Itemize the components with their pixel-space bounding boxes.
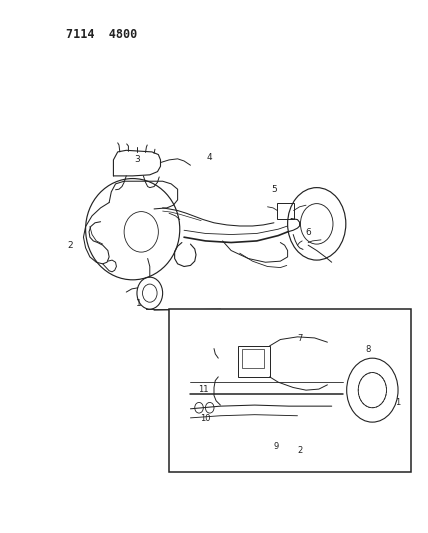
Text: 7114  4800: 7114 4800 (66, 28, 137, 41)
Text: 6: 6 (305, 229, 311, 237)
Text: 1: 1 (136, 300, 142, 308)
Text: 4: 4 (207, 153, 213, 161)
Bar (277, 203, 294, 219)
Bar (238, 346, 270, 377)
Text: 3: 3 (134, 156, 140, 164)
Bar (169, 309, 411, 472)
Text: 2: 2 (297, 446, 302, 455)
Text: 2: 2 (68, 241, 74, 249)
Text: 1: 1 (395, 398, 401, 407)
Text: 10: 10 (200, 414, 211, 423)
Text: 5: 5 (271, 185, 277, 193)
Text: 11: 11 (198, 385, 208, 393)
Bar (242, 349, 264, 368)
Text: 7: 7 (297, 334, 302, 343)
Text: 8: 8 (366, 345, 371, 353)
Text: 9: 9 (273, 442, 279, 451)
